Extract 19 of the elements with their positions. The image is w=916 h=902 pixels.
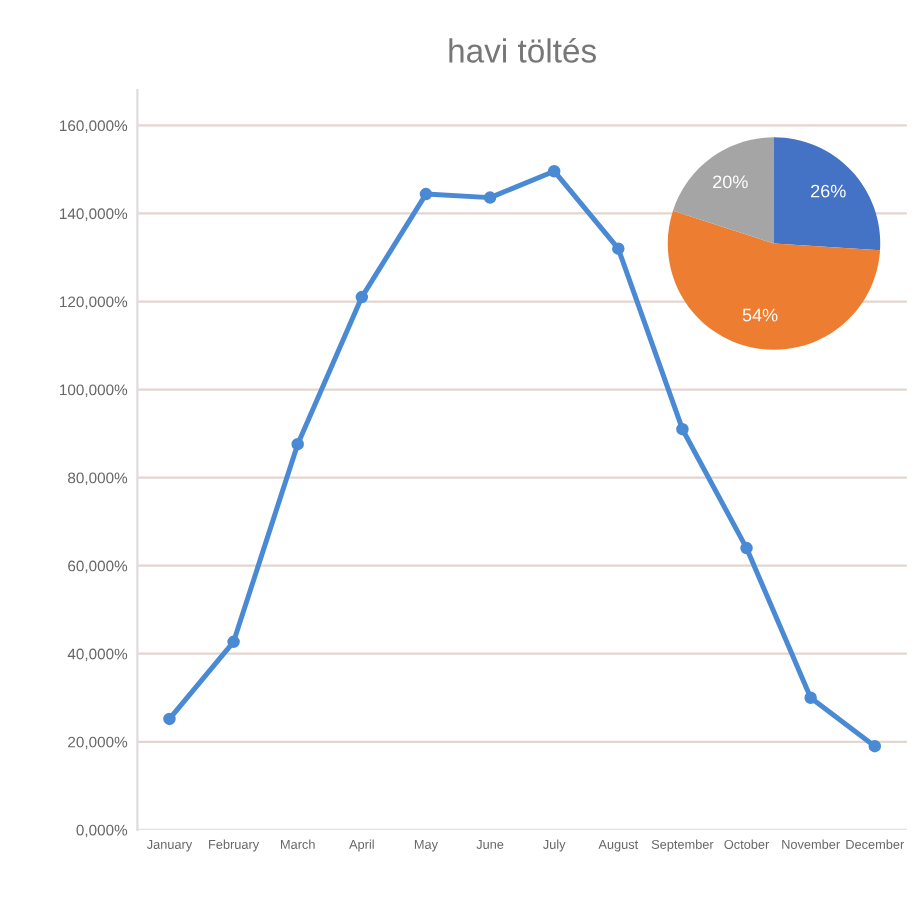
point: [483, 191, 497, 204]
point: [163, 712, 176, 726]
pie-slice: [667, 210, 881, 350]
point: [291, 437, 304, 451]
point: [612, 242, 625, 255]
data-label: 20%: [713, 175, 748, 189]
point: [419, 187, 433, 201]
pie-slice: [774, 137, 881, 251]
chart-title: havi töltés: [449, 37, 596, 63]
data-label: 54%: [742, 308, 778, 322]
point: [804, 691, 817, 705]
point: [868, 739, 882, 753]
point: [355, 290, 369, 304]
point: [227, 635, 240, 649]
point: [676, 422, 689, 436]
data-label: 26%: [811, 184, 846, 198]
pie-slice: [672, 137, 775, 244]
point: [547, 164, 561, 178]
point: [740, 541, 753, 555]
